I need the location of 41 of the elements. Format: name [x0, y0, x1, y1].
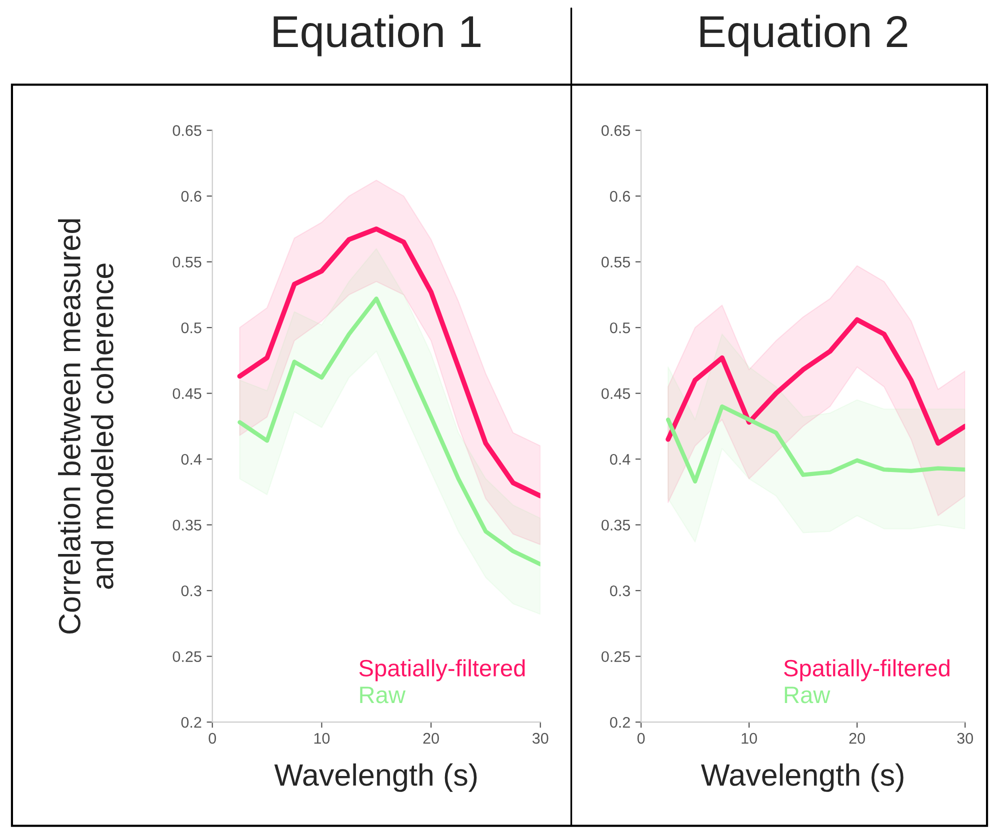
y-tick-label: 0.2	[610, 716, 630, 728]
y-tick-label: 0.4	[610, 454, 630, 465]
x-tick-label: 30	[532, 732, 548, 744]
y-tick-label: 0.45	[172, 388, 202, 400]
y-tick-label: 0.25	[602, 651, 630, 662]
x-tick-label: 0	[208, 732, 216, 744]
x-tick-label: 0	[637, 732, 645, 744]
y-tick-label: 0.65	[602, 125, 630, 136]
line-series	[666, 317, 966, 446]
y-tick-label: 0.45	[602, 388, 630, 400]
chart-title: Equation 1	[274, 14, 480, 56]
y-tick-label: 0.5	[610, 322, 630, 334]
text: Spatially-filtered	[359, 659, 525, 682]
y-tick-label: 0.25	[172, 651, 202, 662]
y-tick-label: 0.35	[602, 520, 630, 531]
x-tick-label: 10	[742, 732, 757, 744]
line-series	[666, 404, 966, 484]
y-tick-label: 0.3	[181, 585, 202, 596]
y-tick-label: 0.5	[181, 322, 202, 334]
y-axis-title: Correlation between measured and modeled coherence	[58, 219, 114, 634]
y-tick-label: 0.55	[172, 256, 202, 268]
y-tick-label: 0.4	[181, 454, 202, 465]
x-tick-label: 20	[423, 732, 439, 744]
y-tick-label: 0.6	[181, 190, 202, 202]
x-tick-label: 10	[314, 732, 330, 744]
y-tick-label: 0.65	[172, 125, 202, 136]
x-axis-title: Wavelength (s)	[701, 763, 904, 792]
text: Spatially-filtered	[784, 659, 950, 682]
text: Raw	[360, 686, 406, 704]
line-series	[238, 296, 540, 566]
y-tick-label: 0.35	[172, 520, 202, 531]
line-series	[237, 226, 540, 498]
y-tick-label: 0.55	[602, 256, 630, 268]
y-tick-label: 0.6	[610, 190, 630, 202]
x-axis-title: Wavelength (s)	[274, 763, 477, 792]
x-tick-label: 20	[849, 732, 865, 744]
x-tick-label: 30	[957, 732, 973, 744]
text: Raw	[784, 686, 830, 704]
y-tick-label: 0.3	[610, 585, 630, 596]
chart-title: Equation 2	[700, 14, 908, 56]
y-tick-label: 0.2	[181, 716, 202, 728]
